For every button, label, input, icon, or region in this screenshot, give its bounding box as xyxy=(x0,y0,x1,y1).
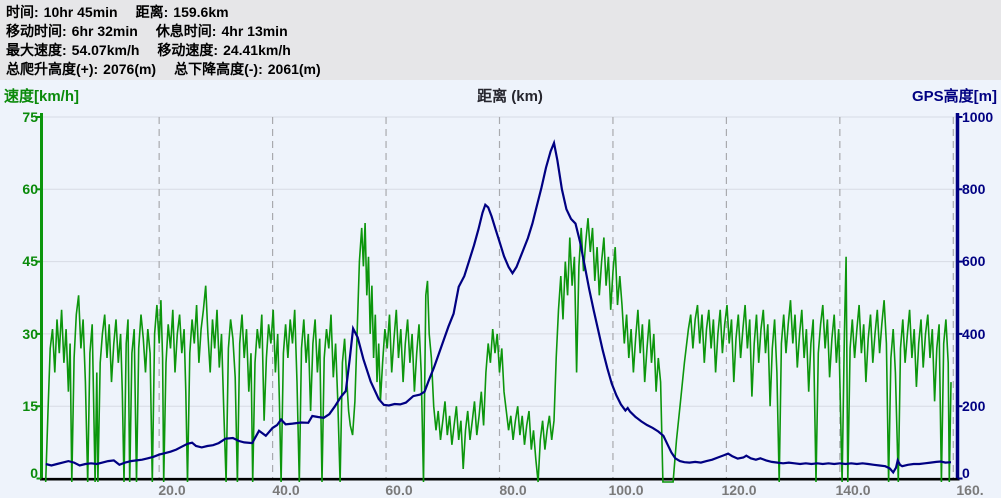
speed-tick-45: 45 xyxy=(22,253,38,269)
total-ascent-value: 2076(m) xyxy=(103,61,157,77)
altitude-line xyxy=(45,139,952,475)
speed-line xyxy=(44,218,952,483)
total-descent-label: 总下降高度(-): xyxy=(174,61,263,77)
dist-tick-80: 80.0 xyxy=(499,482,527,498)
alt-tick-400: 400 xyxy=(962,326,986,342)
max-speed-label: 最大速度: xyxy=(6,42,67,58)
stats-header: 时间: 10hr 45min 距离: 159.6km 移动时间: 6hr 32min 休息… xyxy=(0,0,1001,80)
speed-tick-60: 60 xyxy=(22,181,38,197)
dist-tick-60: 60.0 xyxy=(385,482,413,498)
rest-time-label: 休息时间: xyxy=(155,23,217,39)
dist-tick-100: 100.0 xyxy=(608,482,644,498)
stat-line-time-distance: 时间: 10hr 45min 距离: 159.6km xyxy=(6,3,1001,22)
speed-axis-title: 速度[km/h] xyxy=(4,88,80,105)
dist-tick-160: 160. xyxy=(956,482,984,498)
speed-tick-30: 30 xyxy=(22,326,38,342)
speed-tick-75: 75 xyxy=(22,109,38,125)
distance-label: 距离: xyxy=(135,4,169,20)
alt-tick-1000: 1000 xyxy=(962,109,994,125)
dist-tick-140: 140.0 xyxy=(835,482,871,498)
dist-tick-20: 20.0 xyxy=(158,482,186,498)
moving-time-value: 6hr 32min xyxy=(71,23,138,39)
moving-speed-value: 24.41km/h xyxy=(223,42,291,58)
distance-axis-title: 距离 (km) xyxy=(477,88,543,105)
total-descent-value: 2061(m) xyxy=(267,61,321,77)
max-speed-value: 54.07km/h xyxy=(71,42,140,58)
stat-line-moving-rest: 移动时间: 6hr 32min 休息时间: 4hr 13min xyxy=(6,22,1001,41)
distance-value: 159.6km xyxy=(173,4,229,20)
speed-tick-15: 15 xyxy=(22,398,38,414)
speed-tick-0: 0 xyxy=(30,465,38,481)
altitude-axis-title: GPS高度[m] xyxy=(911,88,997,105)
stat-line-ascent-descent: 总爬升高度(+): 2076(m) 总下降高度(-): 2061(m) xyxy=(6,60,1001,79)
rest-time-value: 4hr 13min xyxy=(221,23,288,39)
dist-tick-120: 120.0 xyxy=(721,482,757,498)
alt-tick-0: 0 xyxy=(962,465,970,481)
time-label: 时间: xyxy=(6,4,39,20)
alt-tick-800: 800 xyxy=(962,181,986,197)
moving-time-label: 移动时间: xyxy=(6,23,67,39)
total-ascent-label: 总爬升高度(+): xyxy=(6,61,99,77)
moving-speed-label: 移动速度: xyxy=(157,42,219,58)
stat-line-speeds: 最大速度: 54.07km/h 移动速度: 24.41km/h xyxy=(6,41,1001,60)
time-value: 10hr 45min xyxy=(43,4,118,20)
alt-tick-600: 600 xyxy=(962,253,986,269)
alt-tick-200: 200 xyxy=(962,398,986,414)
dist-tick-40: 40.0 xyxy=(272,482,300,498)
